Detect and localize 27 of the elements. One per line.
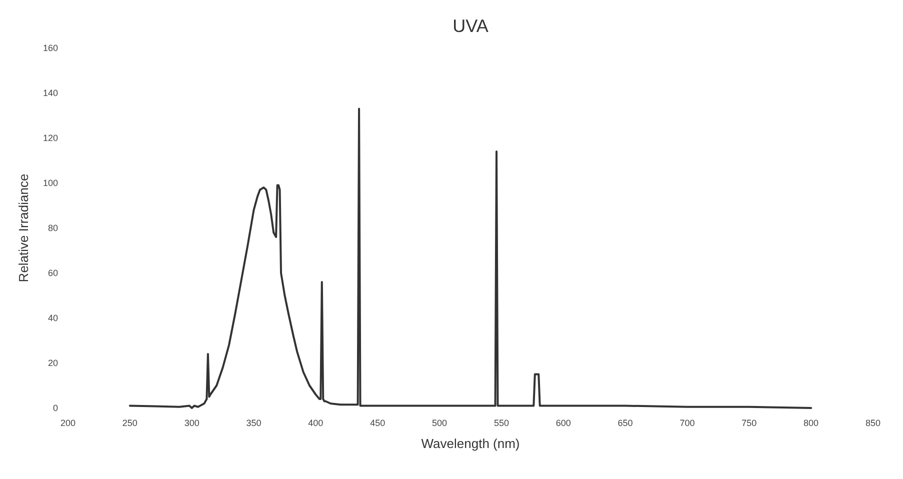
x-tick-label: 600 xyxy=(556,418,571,428)
chart-title: UVA xyxy=(452,16,488,36)
x-tick-label: 700 xyxy=(680,418,695,428)
x-tick-label: 350 xyxy=(246,418,262,428)
x-tick-label: 550 xyxy=(494,418,509,428)
y-tick-label: 120 xyxy=(42,133,58,144)
y-tick-label: 0 xyxy=(52,403,58,414)
y-tick-label: 140 xyxy=(42,88,58,98)
line-series xyxy=(128,108,812,409)
x-tick-label: 450 xyxy=(370,418,386,428)
x-tick-label: 250 xyxy=(122,418,138,428)
x-tick-label: 800 xyxy=(804,418,819,428)
x-tick-label: 200 xyxy=(60,418,76,428)
y-tick-label: 20 xyxy=(48,358,58,368)
x-axis-title: Wavelength (nm) xyxy=(421,436,520,451)
y-tick-label: 100 xyxy=(42,178,58,188)
x-tick-label: 300 xyxy=(184,418,200,428)
x-tick-label: 850 xyxy=(865,418,881,428)
y-tick-label: 160 xyxy=(42,43,58,54)
x-tick-label: 400 xyxy=(308,418,324,428)
y-axis-title: Relative Irradiance xyxy=(16,174,31,282)
y-tick-label: 80 xyxy=(48,223,58,234)
y-tick-label: 40 xyxy=(48,313,58,324)
x-tick-label: 750 xyxy=(742,418,757,428)
y-tick-label: 60 xyxy=(48,268,58,278)
x-tick-label: 500 xyxy=(432,418,448,428)
x-tick-label: 650 xyxy=(618,418,633,428)
